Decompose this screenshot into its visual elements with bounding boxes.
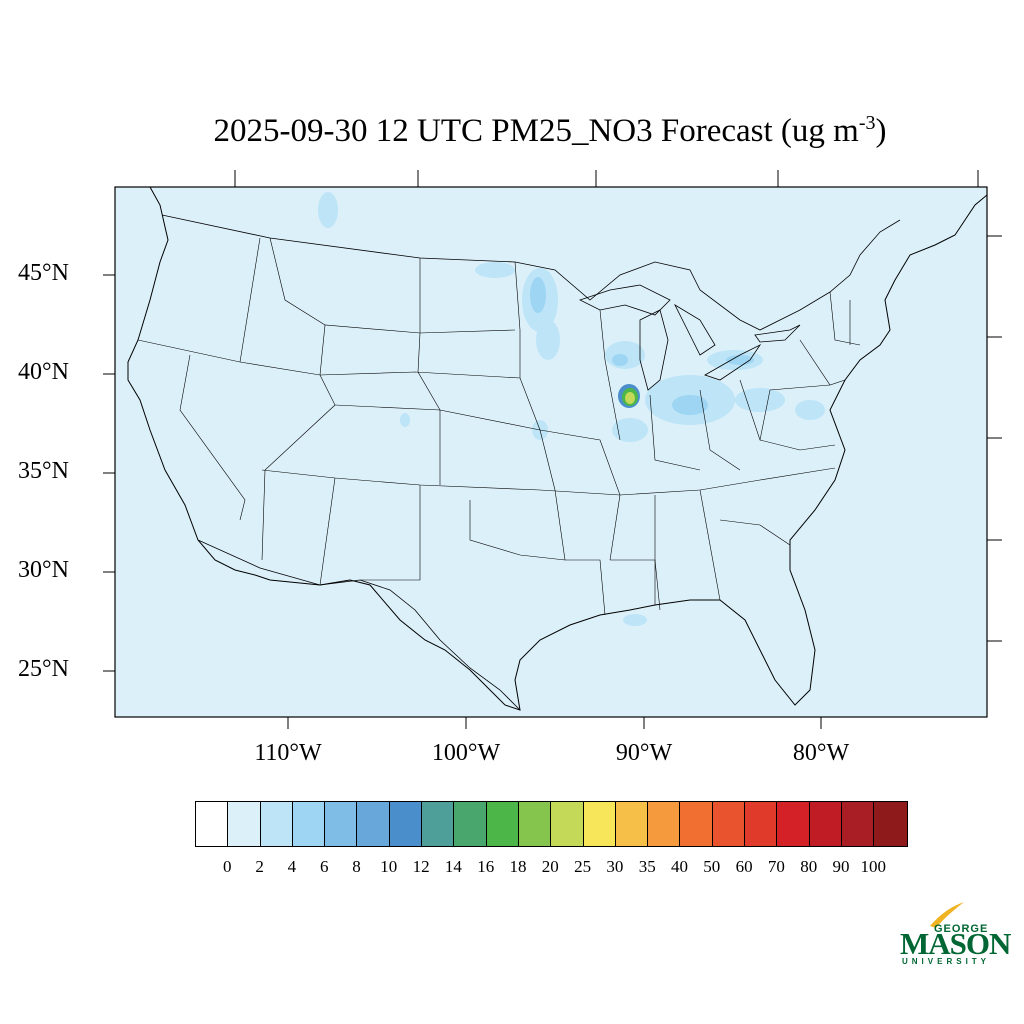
colorbar-swatch-17 (745, 802, 778, 846)
mexico-border (197, 539, 521, 711)
lat-label-40n: 40°N (18, 359, 69, 385)
colorbar-swatch-21 (874, 802, 907, 846)
colorbar-label: 20 (541, 857, 559, 876)
colorbar-swatch-14 (648, 802, 681, 846)
colorbar-swatch-10 (518, 802, 552, 846)
colorbar-swatch-0 (196, 802, 229, 846)
colorbar-swatch-2 (260, 802, 293, 846)
state-borders (137, 237, 861, 616)
colorbar-label: 40 (671, 857, 688, 876)
colorbar-swatch-19 (809, 802, 842, 846)
chart-title: 2025-09-30 12 UTC PM25_NO3 Forecast (ug … (213, 112, 887, 149)
colorbar-label: 25 (574, 857, 592, 876)
colorbar-swatch-6 (389, 802, 423, 846)
colorbar-swatch-4 (325, 802, 358, 846)
lon-label-80w: 80°W (792, 740, 850, 766)
colorbar-label: 90 (832, 857, 850, 876)
colorbar-swatch-16 (712, 802, 746, 846)
map-frame (114, 186, 988, 718)
colorbar (195, 801, 908, 847)
logo-top-text: GEORGE (934, 923, 989, 935)
lat-label-35n: 35°N (18, 458, 69, 484)
concentration-field (318, 192, 825, 626)
colorbar-swatch-8 (454, 802, 487, 846)
colorbar-swatch-7 (422, 802, 455, 846)
colorbar-label: 0 (223, 857, 232, 876)
colorbar-swatch-3 (292, 802, 326, 846)
coastline (127, 186, 988, 711)
colorbar-swatch-20 (841, 802, 875, 846)
colorbar-label: 14 (444, 857, 462, 876)
lon-label-110w: 110°W (254, 740, 322, 766)
colorbar-swatch-13 (615, 802, 649, 846)
canada-border (161, 214, 901, 331)
lon-label-100w: 100°W (431, 740, 501, 766)
colorbar-label: 80 (800, 857, 818, 876)
colorbar-swatch-5 (357, 802, 390, 846)
lon-label-90w: 90°W (615, 740, 673, 766)
colorbar-label: 35 (638, 857, 656, 876)
great-lakes (578, 284, 801, 391)
colorbar-label: 18 (509, 857, 527, 876)
lat-label-30n: 30°N (18, 557, 69, 583)
colorbar-swatch-11 (551, 802, 584, 846)
lat-label-45n: 45°N (18, 260, 69, 286)
lat-label-25n: 25°N (18, 656, 69, 682)
colorbar-label: 60 (735, 857, 753, 876)
colorbar-label: 16 (477, 857, 495, 876)
george-mason-logo: GEORGE MASON UNIVERSITY (898, 900, 1011, 970)
logo-bottom-text: UNIVERSITY (902, 957, 991, 966)
colorbar-swatch-18 (777, 802, 810, 846)
colorbar-label: 50 (703, 857, 721, 876)
colorbar-label: 30 (606, 857, 624, 876)
concentration-field-mid (530, 277, 754, 415)
colorbar-label: 70 (767, 857, 785, 876)
colorbar-label: 10 (380, 857, 398, 876)
colorbar-label: 8 (352, 857, 361, 876)
colorbar-label: 12 (412, 857, 430, 876)
colorbar-label: 100 (860, 857, 887, 876)
logo-main-text: MASON (900, 926, 1011, 961)
logo-swoosh-icon (930, 902, 964, 928)
concentration-hotspot (618, 384, 640, 408)
colorbar-swatch-9 (486, 802, 519, 846)
colorbar-swatch-12 (583, 802, 616, 846)
colorbar-swatch-1 (228, 802, 261, 846)
colorbar-swatch-15 (680, 802, 713, 846)
colorbar-label: 2 (255, 857, 264, 876)
colorbar-label: 4 (287, 857, 297, 876)
tick-marks (103, 170, 1002, 729)
colorbar-label: 6 (319, 857, 329, 876)
